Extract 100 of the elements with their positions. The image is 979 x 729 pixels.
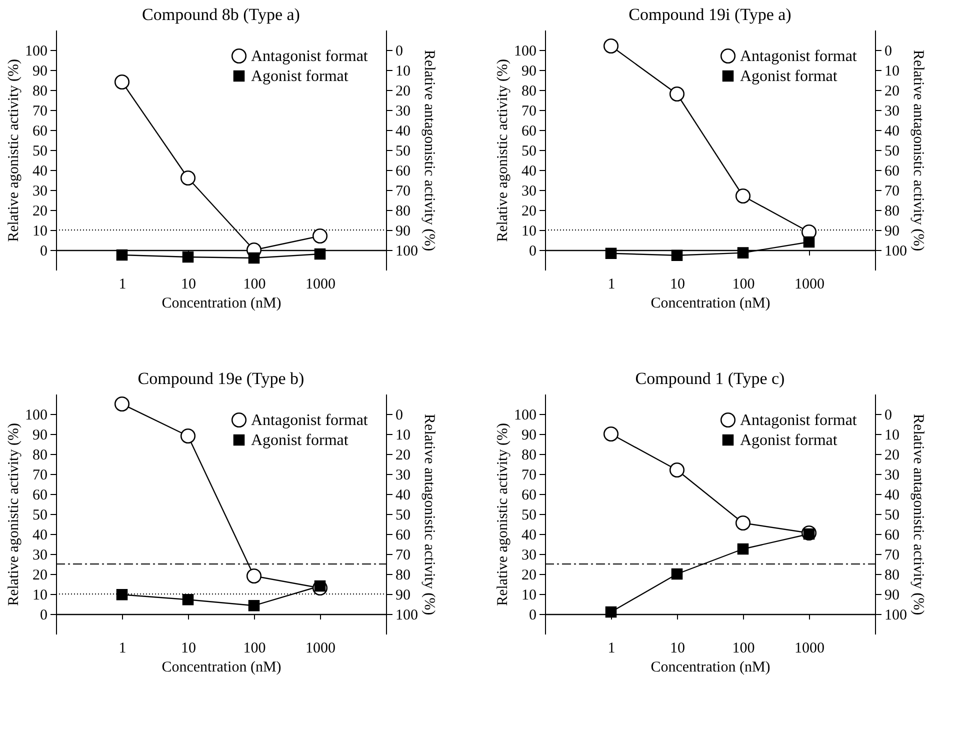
y2-tick-label: 40 [884, 124, 900, 140]
y-tick-label: 100 [25, 408, 48, 424]
y-tick-label: 90 [32, 428, 48, 444]
point [669, 462, 685, 478]
y2-tick-label: 70 [884, 184, 900, 200]
legend-label: Agonist format [251, 68, 349, 85]
y-tick-label: 30 [522, 184, 536, 200]
x-tick-label: 1 [118, 640, 126, 656]
y2-tick-label: 20 [884, 84, 900, 100]
y2-axis-title: Relative antagonistic activity (%) [910, 414, 926, 616]
point [312, 228, 328, 244]
point [735, 188, 751, 204]
point [114, 396, 130, 412]
x-tick-label: 100 [732, 276, 755, 292]
y2-axis-title: Relative antagonistic activity (%) [421, 414, 437, 616]
x-tick-label: 100 [732, 640, 755, 656]
x-tick-label: 1 [608, 640, 616, 656]
y-tick-label: 70 [522, 468, 536, 484]
x-axis-title: Concentration (nM) [650, 660, 770, 676]
y-tick-label: 40 [522, 528, 536, 544]
point [735, 515, 751, 531]
y-tick-label: 70 [32, 468, 48, 484]
point [671, 568, 683, 580]
y-tick-label: 90 [522, 64, 536, 80]
y2-tick-label: 60 [396, 528, 410, 544]
y-tick-label: 30 [32, 548, 48, 564]
point [603, 426, 619, 442]
y-tick-label: 100 [25, 44, 48, 60]
y-tick-label: 20 [522, 568, 536, 584]
y-tick-label: 50 [522, 144, 536, 160]
y2-tick-label: 40 [396, 124, 410, 140]
y-tick-label: 100 [514, 408, 536, 424]
point [182, 594, 194, 606]
y2-tick-label: 80 [884, 568, 900, 584]
y-tick-label: 80 [522, 448, 536, 464]
y2-tick-label: 90 [396, 224, 410, 240]
y2-tick-label: 10 [884, 64, 900, 80]
y2-tick-label: 0 [884, 408, 892, 424]
y2-tick-label: 30 [396, 104, 410, 120]
y-tick-label: 10 [32, 588, 48, 604]
y-tick-label: 0 [529, 244, 536, 260]
point [605, 248, 617, 260]
y2-tick-label: 100 [396, 244, 418, 260]
point [180, 170, 196, 186]
x-tick-label: 1 [608, 276, 616, 292]
point [246, 568, 262, 584]
y2-tick-label: 70 [396, 548, 410, 564]
point [605, 606, 617, 618]
y2-tick-label: 20 [396, 448, 410, 464]
y2-tick-label: 100 [396, 608, 418, 624]
legend-label: Agonist format [251, 432, 349, 449]
point [248, 600, 260, 612]
y-tick-label: 100 [514, 44, 536, 60]
y2-tick-label: 50 [396, 144, 410, 160]
y-tick-label: 20 [32, 204, 48, 220]
y2-tick-label: 20 [396, 84, 410, 100]
y2-tick-label: 10 [884, 428, 900, 444]
chart-title: Compound 8b (Type a) [142, 5, 300, 24]
x-tick-label: 1000 [306, 276, 336, 292]
y-tick-label: 60 [32, 124, 48, 140]
y2-tick-label: 50 [884, 508, 900, 524]
point [248, 252, 260, 264]
y-tick-label: 60 [522, 124, 536, 140]
x-tick-label: 1 [118, 276, 126, 292]
y2-tick-label: 80 [396, 568, 410, 584]
y2-tick-label: 70 [396, 184, 410, 200]
y-tick-label: 40 [32, 164, 48, 180]
y2-axis-title: Relative antagonistic activity (%) [910, 50, 926, 252]
point [116, 249, 128, 261]
y2-tick-label: 0 [396, 408, 403, 424]
y2-tick-label: 10 [396, 64, 410, 80]
y2-tick-label: 20 [884, 448, 900, 464]
y2-tick-label: 60 [884, 528, 900, 544]
y2-tick-label: 10 [396, 428, 410, 444]
y-tick-label: 60 [32, 488, 48, 504]
y2-tick-label: 30 [396, 468, 410, 484]
point [803, 236, 815, 248]
y-tick-label: 30 [32, 184, 48, 200]
y2-tick-label: 60 [396, 164, 410, 180]
y-tick-label: 80 [522, 84, 536, 100]
y-tick-label: 10 [522, 588, 536, 604]
x-tick-label: 10 [181, 276, 196, 292]
x-axis-title: Concentration (nM) [162, 660, 282, 676]
y2-tick-label: 90 [884, 224, 900, 240]
x-tick-label: 100 [243, 276, 266, 292]
legend-label: Antagonist format [740, 412, 858, 429]
y-tick-label: 40 [32, 528, 48, 544]
y-tick-label: 20 [32, 568, 48, 584]
x-tick-label: 100 [243, 640, 266, 656]
y-tick-label: 60 [522, 488, 536, 504]
y2-tick-label: 0 [396, 44, 403, 60]
legend-label: Antagonist format [251, 48, 368, 65]
y-tick-label: 70 [32, 104, 48, 120]
y2-tick-label: 90 [396, 588, 410, 604]
y2-tick-label: 0 [884, 44, 892, 60]
x-axis-title: Concentration (nM) [162, 296, 282, 312]
y2-tick-label: 40 [396, 488, 410, 504]
x-tick-label: 1000 [794, 640, 824, 656]
y2-tick-label: 50 [396, 508, 410, 524]
y2-tick-label: 60 [884, 164, 900, 180]
